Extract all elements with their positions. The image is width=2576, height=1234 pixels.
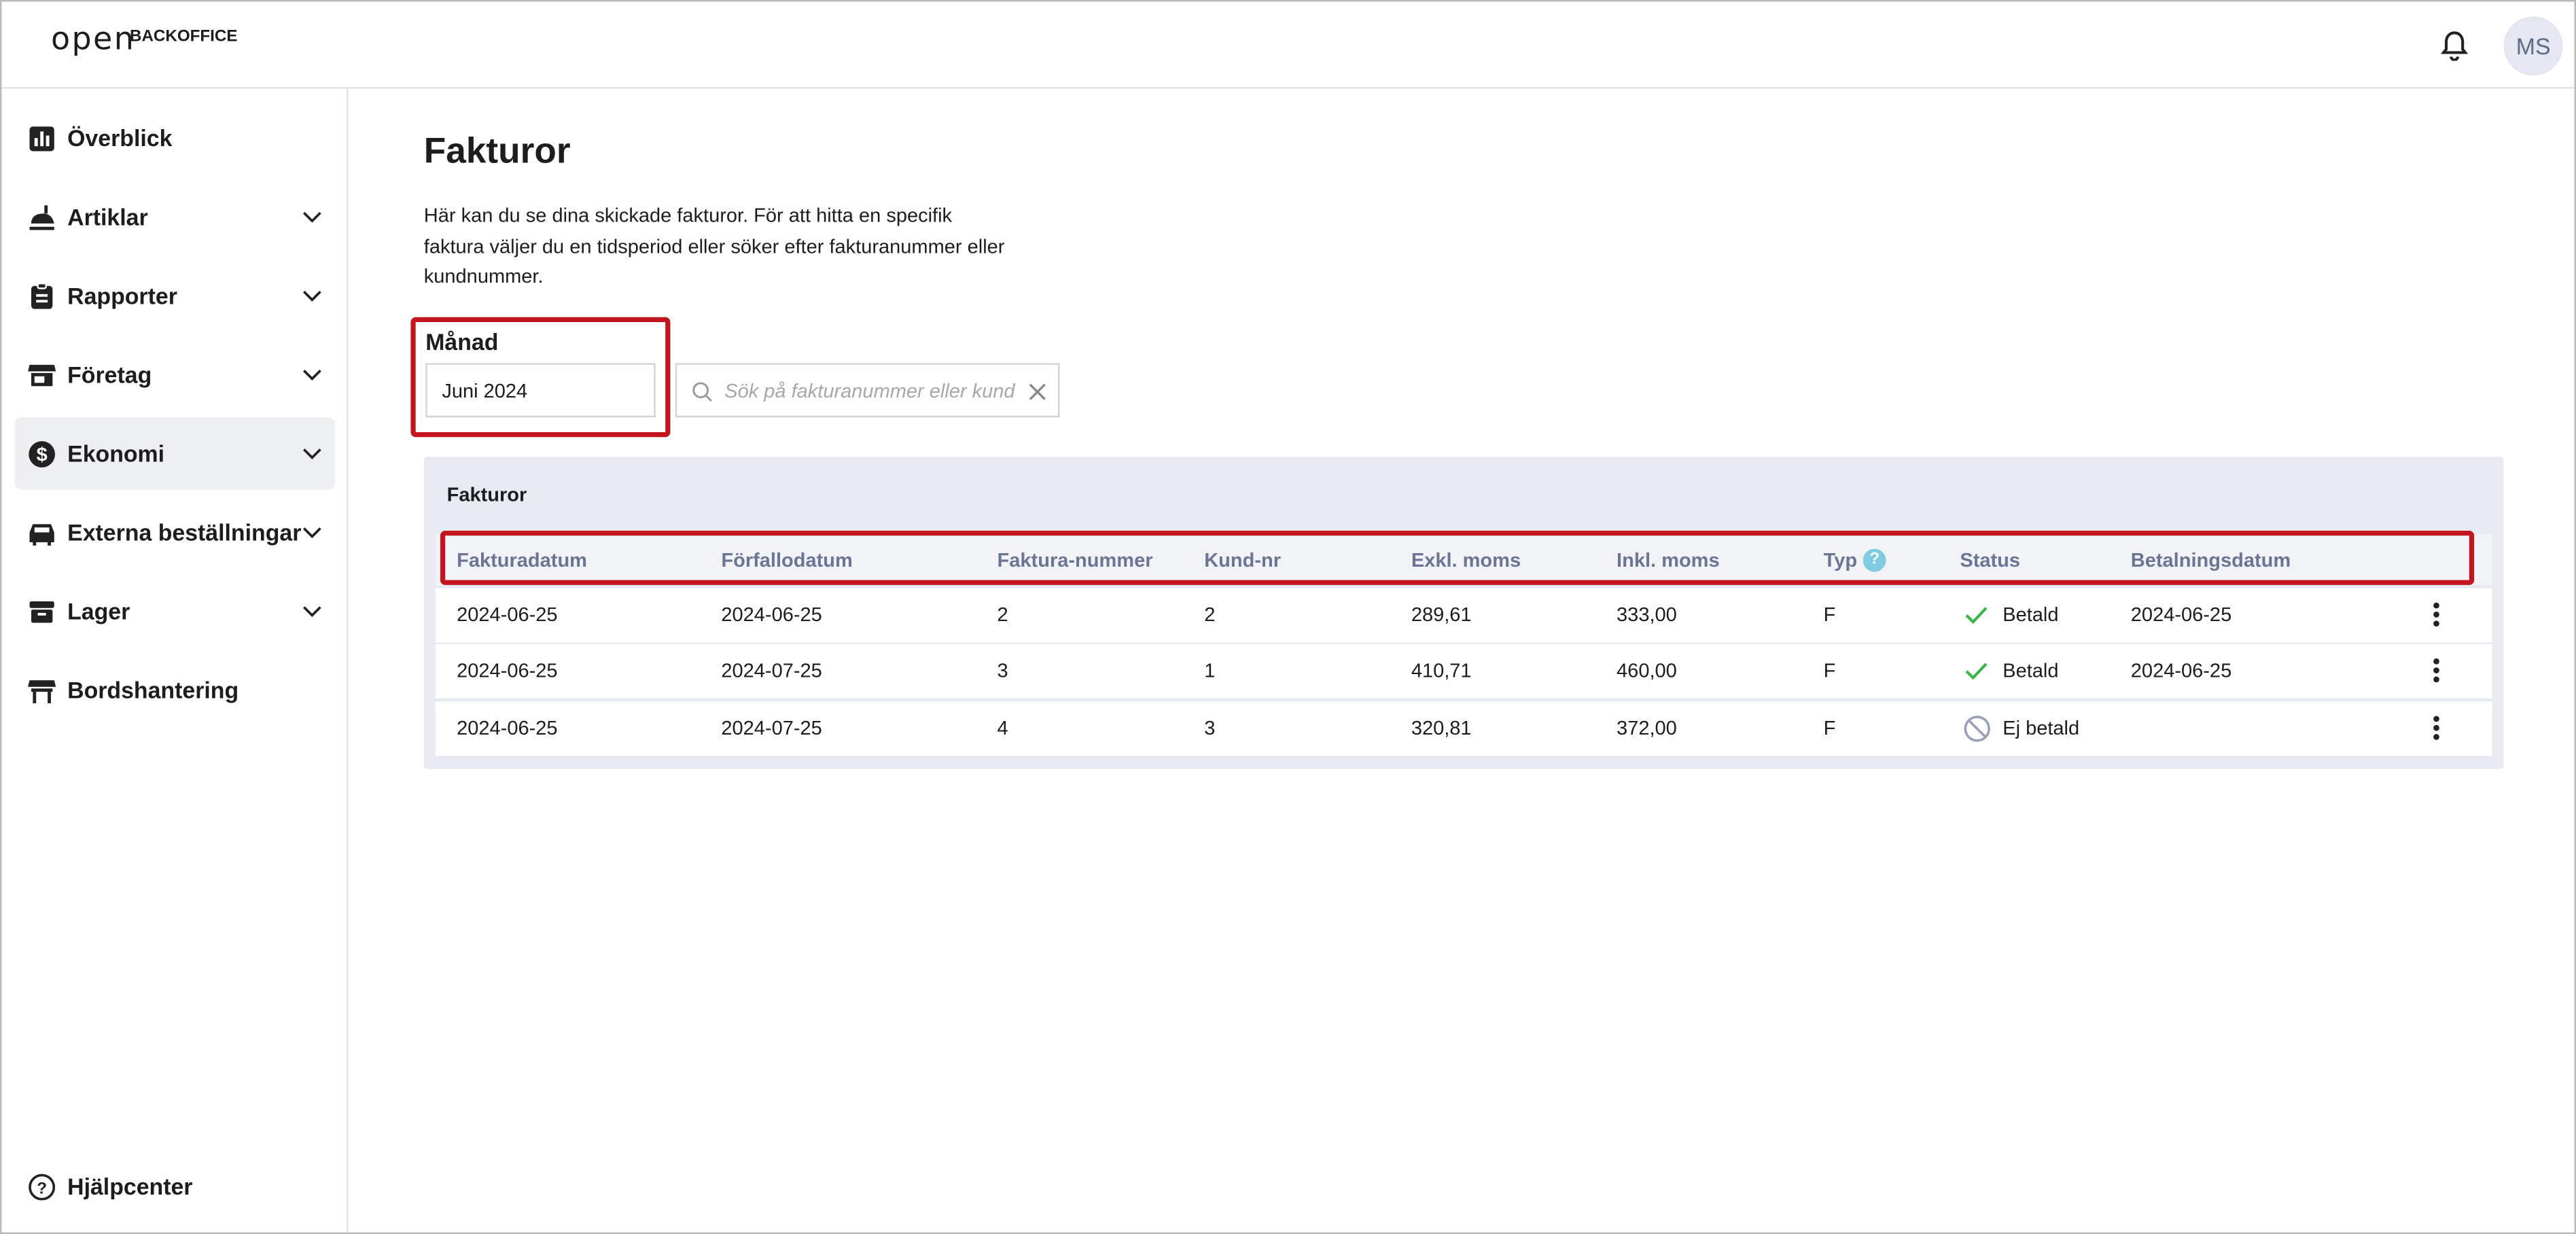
nav-item[interactable]: Rapporter [15, 260, 335, 332]
search-placeholder: Sök på fakturanummer eller kundnummer [724, 379, 1015, 403]
row-menu[interactable] [2430, 601, 2443, 636]
avatar[interactable]: MS [2503, 16, 2563, 76]
table-cell: 1 [1204, 658, 1216, 682]
month-picker[interactable]: Juni 2024 [425, 363, 656, 418]
table-cell: F [1823, 603, 1836, 627]
table-cell: Betald [2002, 658, 2059, 682]
nav-label: Lager [67, 598, 130, 624]
notifications[interactable] [2439, 30, 2469, 61]
table-cell: 320,81 [1411, 716, 1472, 740]
month-label: Månad [425, 328, 499, 355]
table-row [435, 644, 2492, 699]
table-cell: 2 [997, 603, 1008, 627]
table-cell: 2024-06-25 [457, 716, 558, 740]
column-header: Status [1960, 548, 2021, 572]
table-cell: 2024-06-25 [2130, 658, 2232, 682]
help-link[interactable]: ? Hjälpcenter [15, 1150, 335, 1222]
table-cell: 2024-06-25 [721, 603, 822, 627]
table-cell: 2024-06-25 [457, 658, 558, 682]
top-bar: open BACKOFFICE MS [1, 1, 2575, 89]
highlight [410, 317, 671, 438]
logo[interactable]: open [50, 21, 136, 58]
description: Här kan du se dina skickade fakturor. Fö… [423, 203, 1005, 288]
brand: BACKOFFICE [130, 28, 238, 46]
status-icon [1963, 715, 1991, 751]
nav-item[interactable]: Externa beställningar [15, 496, 335, 568]
info-icon[interactable]: ? [1863, 548, 1886, 572]
nav-label: Rapporter [67, 282, 177, 309]
nav-label: Ekonomi [67, 440, 165, 467]
table-cell: 3 [1204, 716, 1216, 740]
column-header: Typ [1823, 548, 1858, 572]
svg-text:?: ? [37, 1178, 47, 1197]
column-header: Förfallodatum [721, 548, 853, 572]
table-cell: F [1823, 658, 1836, 682]
table-cell: F [1823, 716, 1836, 740]
table-cell: 2024-06-25 [457, 603, 558, 627]
table-cell: 2024-06-25 [2130, 603, 2232, 627]
table-cell: 2024-07-25 [721, 658, 822, 682]
column-header: Exkl. moms [1411, 548, 1521, 572]
table-header [435, 533, 2492, 585]
nav-item[interactable]: Överblick [15, 102, 335, 174]
clear-search[interactable] [1028, 383, 1046, 401]
status-icon [1963, 601, 1990, 636]
nav-label: Artiklar [67, 203, 148, 230]
nav-label: Externa beställningar [67, 519, 302, 546]
nav-item[interactable]: Företag [15, 338, 335, 410]
nav-item[interactable]: Artiklar [15, 181, 335, 253]
table-row [435, 701, 2492, 756]
column-header: Betalningsdatum [2130, 548, 2291, 572]
table-cell: 3 [997, 658, 1008, 682]
table-cell: 2024-07-25 [721, 716, 822, 740]
help-label: Hjälpcenter [67, 1173, 193, 1200]
nav-item[interactable]: $ Ekonomi [14, 417, 336, 490]
table-cell: 333,00 [1617, 603, 1677, 627]
column-header: Faktura-nummer [997, 548, 1153, 572]
svg-text:$: $ [37, 443, 48, 465]
table-cell: 4 [997, 716, 1008, 740]
table-cell: 2 [1204, 603, 1216, 627]
nav-item[interactable]: Bordshantering [15, 654, 335, 726]
table-cell: 410,71 [1411, 658, 1472, 682]
table-cell: 460,00 [1617, 658, 1677, 682]
table-cell: 372,00 [1617, 716, 1677, 740]
nav-item[interactable]: Lager [15, 575, 335, 647]
nav-label: Företag [67, 361, 152, 388]
table-row [435, 588, 2492, 643]
row-menu[interactable] [2430, 657, 2443, 692]
row-menu[interactable] [2430, 715, 2443, 750]
column-header: Inkl. moms [1617, 548, 1720, 572]
highlight [440, 531, 2475, 585]
search-input[interactable]: Sök på fakturanummer eller kundnummer [675, 363, 1060, 418]
sidebar: ? Hjälpcenter Överblick Artiklar Rapporter… [1, 88, 349, 1233]
column-header: Fakturadatum [457, 548, 587, 572]
column-header: Kund-nr [1204, 548, 1281, 572]
table-cell: 289,61 [1411, 603, 1472, 627]
status-icon [1963, 657, 1990, 692]
page-title: Fakturor [423, 130, 571, 171]
nav-label: Bordshantering [67, 677, 239, 703]
nav-label: Överblick [67, 124, 173, 152]
table-title: Fakturor [446, 482, 527, 506]
table-cell: Ej betald [2002, 716, 2080, 740]
table-cell: Betald [2002, 603, 2059, 627]
